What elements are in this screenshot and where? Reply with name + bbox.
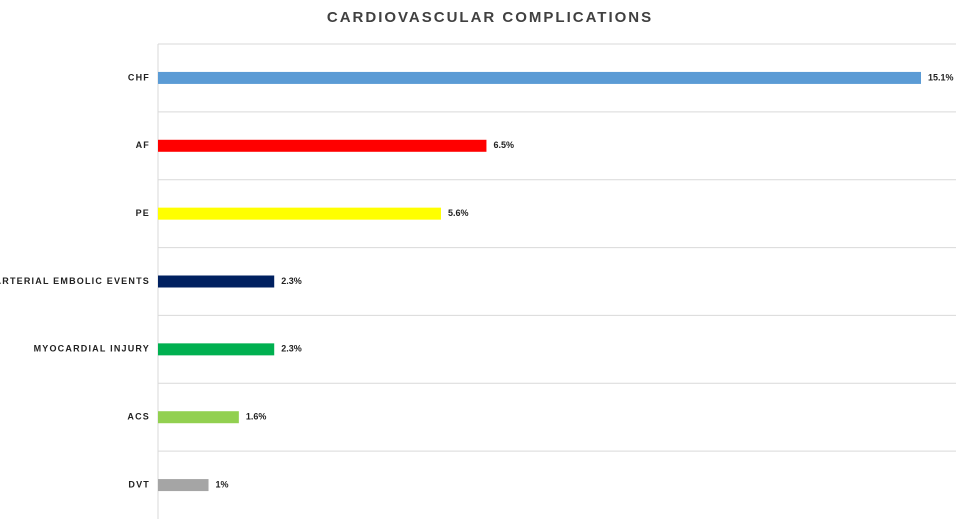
category-label: DVT bbox=[128, 479, 150, 489]
bar bbox=[158, 479, 209, 492]
value-label: 1% bbox=[216, 479, 229, 489]
value-label: 1.6% bbox=[246, 412, 267, 422]
bar bbox=[158, 275, 275, 288]
category-label: ARTERIAL EMBOLIC EVENTS bbox=[0, 276, 150, 286]
value-label: 2.3% bbox=[281, 344, 302, 354]
bar bbox=[158, 139, 487, 152]
category-label: AF bbox=[136, 140, 150, 150]
category-label: CHF bbox=[128, 72, 150, 82]
category-label: PE bbox=[136, 208, 150, 218]
chart-title: CARDIOVASCULAR COMPLICATIONS bbox=[327, 9, 653, 26]
bar bbox=[158, 343, 275, 356]
value-label: 6.5% bbox=[493, 140, 514, 150]
category-label: MYOCARDIAL INJURY bbox=[34, 344, 150, 354]
value-label: 2.3% bbox=[281, 276, 302, 286]
bar bbox=[158, 411, 239, 424]
category-label: ACS bbox=[127, 412, 150, 422]
value-label: 15.1% bbox=[928, 72, 954, 82]
bar bbox=[158, 71, 921, 84]
value-label: 5.6% bbox=[448, 208, 469, 218]
bar bbox=[158, 207, 441, 220]
